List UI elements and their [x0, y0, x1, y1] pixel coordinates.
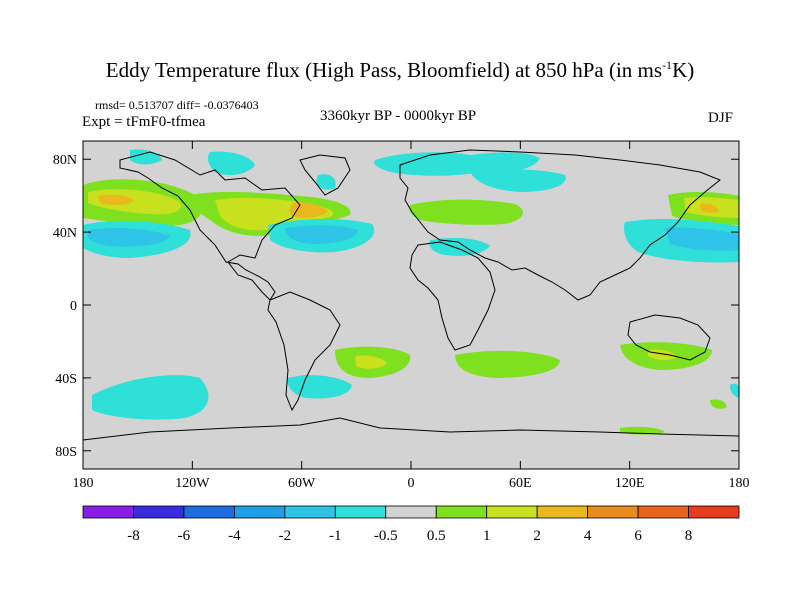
coast-greenland: [299, 154, 351, 196]
lon-tick-label: 120W: [175, 476, 210, 491]
coast-south-america: [267, 291, 341, 412]
colorbar-box: [435, 505, 488, 519]
field-npacwest-orange: [700, 203, 719, 213]
colorbar-level-label: -6: [178, 528, 191, 544]
field-greenland-cyan: [316, 174, 336, 190]
field-mideast-cyan: [429, 238, 490, 256]
lon-tick-label: 180: [729, 476, 750, 491]
colorbar-box: [183, 505, 235, 519]
colorbar-box: [133, 505, 185, 519]
field-npacwest-blue: [665, 227, 739, 251]
field-sio-green: [455, 350, 560, 378]
field-spac-cyan: [92, 375, 209, 420]
contour-fields: [83, 149, 739, 435]
lon-tick-label: 120E: [615, 476, 645, 491]
lat-tick-label: 40N: [53, 226, 77, 241]
colorbar-box: [233, 505, 286, 519]
colorbar-box: [536, 505, 589, 519]
field-npac-orange: [98, 194, 134, 205]
colorbar-box: [688, 505, 740, 519]
colorbar-box: [334, 505, 387, 519]
colorbar-box: [486, 505, 538, 519]
colorbar-level-label: 4: [584, 528, 592, 544]
colorbar-level-label: 2: [533, 528, 541, 544]
lon-tick-label: 0: [408, 476, 415, 491]
lon-tick-label: 60E: [509, 476, 532, 491]
lon-tick-label: 60W: [288, 476, 316, 491]
period-label: 3360kyr BP - 0000kyr BP: [320, 108, 477, 124]
lon-tick-label: 180: [73, 476, 94, 491]
colorbar-level-label: 6: [634, 528, 642, 544]
experiment-label: Expt = tFmF0-tfmea: [82, 114, 206, 130]
field-siberia-cyan: [470, 169, 566, 192]
colorbar-box: [587, 505, 639, 519]
field-so-green-1: [710, 399, 727, 409]
colorbar-level-label: 8: [685, 528, 693, 544]
field-samer-cyan: [287, 375, 352, 399]
field-europe-green: [409, 199, 523, 225]
field-aus-yellow: [648, 349, 676, 361]
colorbar-box: [82, 505, 134, 519]
coast-north-america: [119, 151, 301, 301]
field-npac-blue: [88, 228, 170, 247]
colorbar-level-label: 0.5: [427, 528, 446, 544]
field-satl-yellow: [355, 355, 387, 369]
axis-ticks: 80N 40N 0 40S 80S 180 120W 60W 0 60E 120E 180: [53, 141, 750, 491]
stats-line: rmsd= 0.513707 diff= -0.0376403: [95, 98, 259, 112]
coastlines: [83, 149, 739, 441]
coast-antarctica: [83, 417, 739, 441]
colorbar-level-label: -2: [279, 528, 292, 544]
coast-australia: [627, 314, 711, 361]
colorbar-box: [637, 505, 689, 519]
field-hudson-cyan: [207, 151, 255, 176]
field-natl-blue: [285, 225, 358, 244]
colorbar-box: [385, 505, 437, 519]
field-samerwest-cyan: [730, 383, 739, 398]
colorbar-level-label: 1: [483, 528, 491, 544]
coast-africa: [409, 241, 496, 351]
colorbar-box: [284, 505, 336, 519]
lat-tick-label: 80S: [55, 445, 77, 460]
lat-tick-label: 0: [70, 299, 77, 314]
lat-tick-label: 40S: [55, 372, 77, 387]
colorbar-level-label: -8: [127, 528, 140, 544]
chart-title: Eddy Temperature flux (High Pass, Bloomf…: [105, 58, 695, 82]
colorbar-level-label: -1: [329, 528, 342, 544]
colorbar-level-label: -0.5: [374, 528, 398, 544]
lat-tick-label: 80N: [53, 153, 77, 168]
colorbar-level-label: -4: [228, 528, 241, 544]
season-label: DJF: [708, 110, 734, 126]
coast-eurasia: [399, 149, 721, 301]
